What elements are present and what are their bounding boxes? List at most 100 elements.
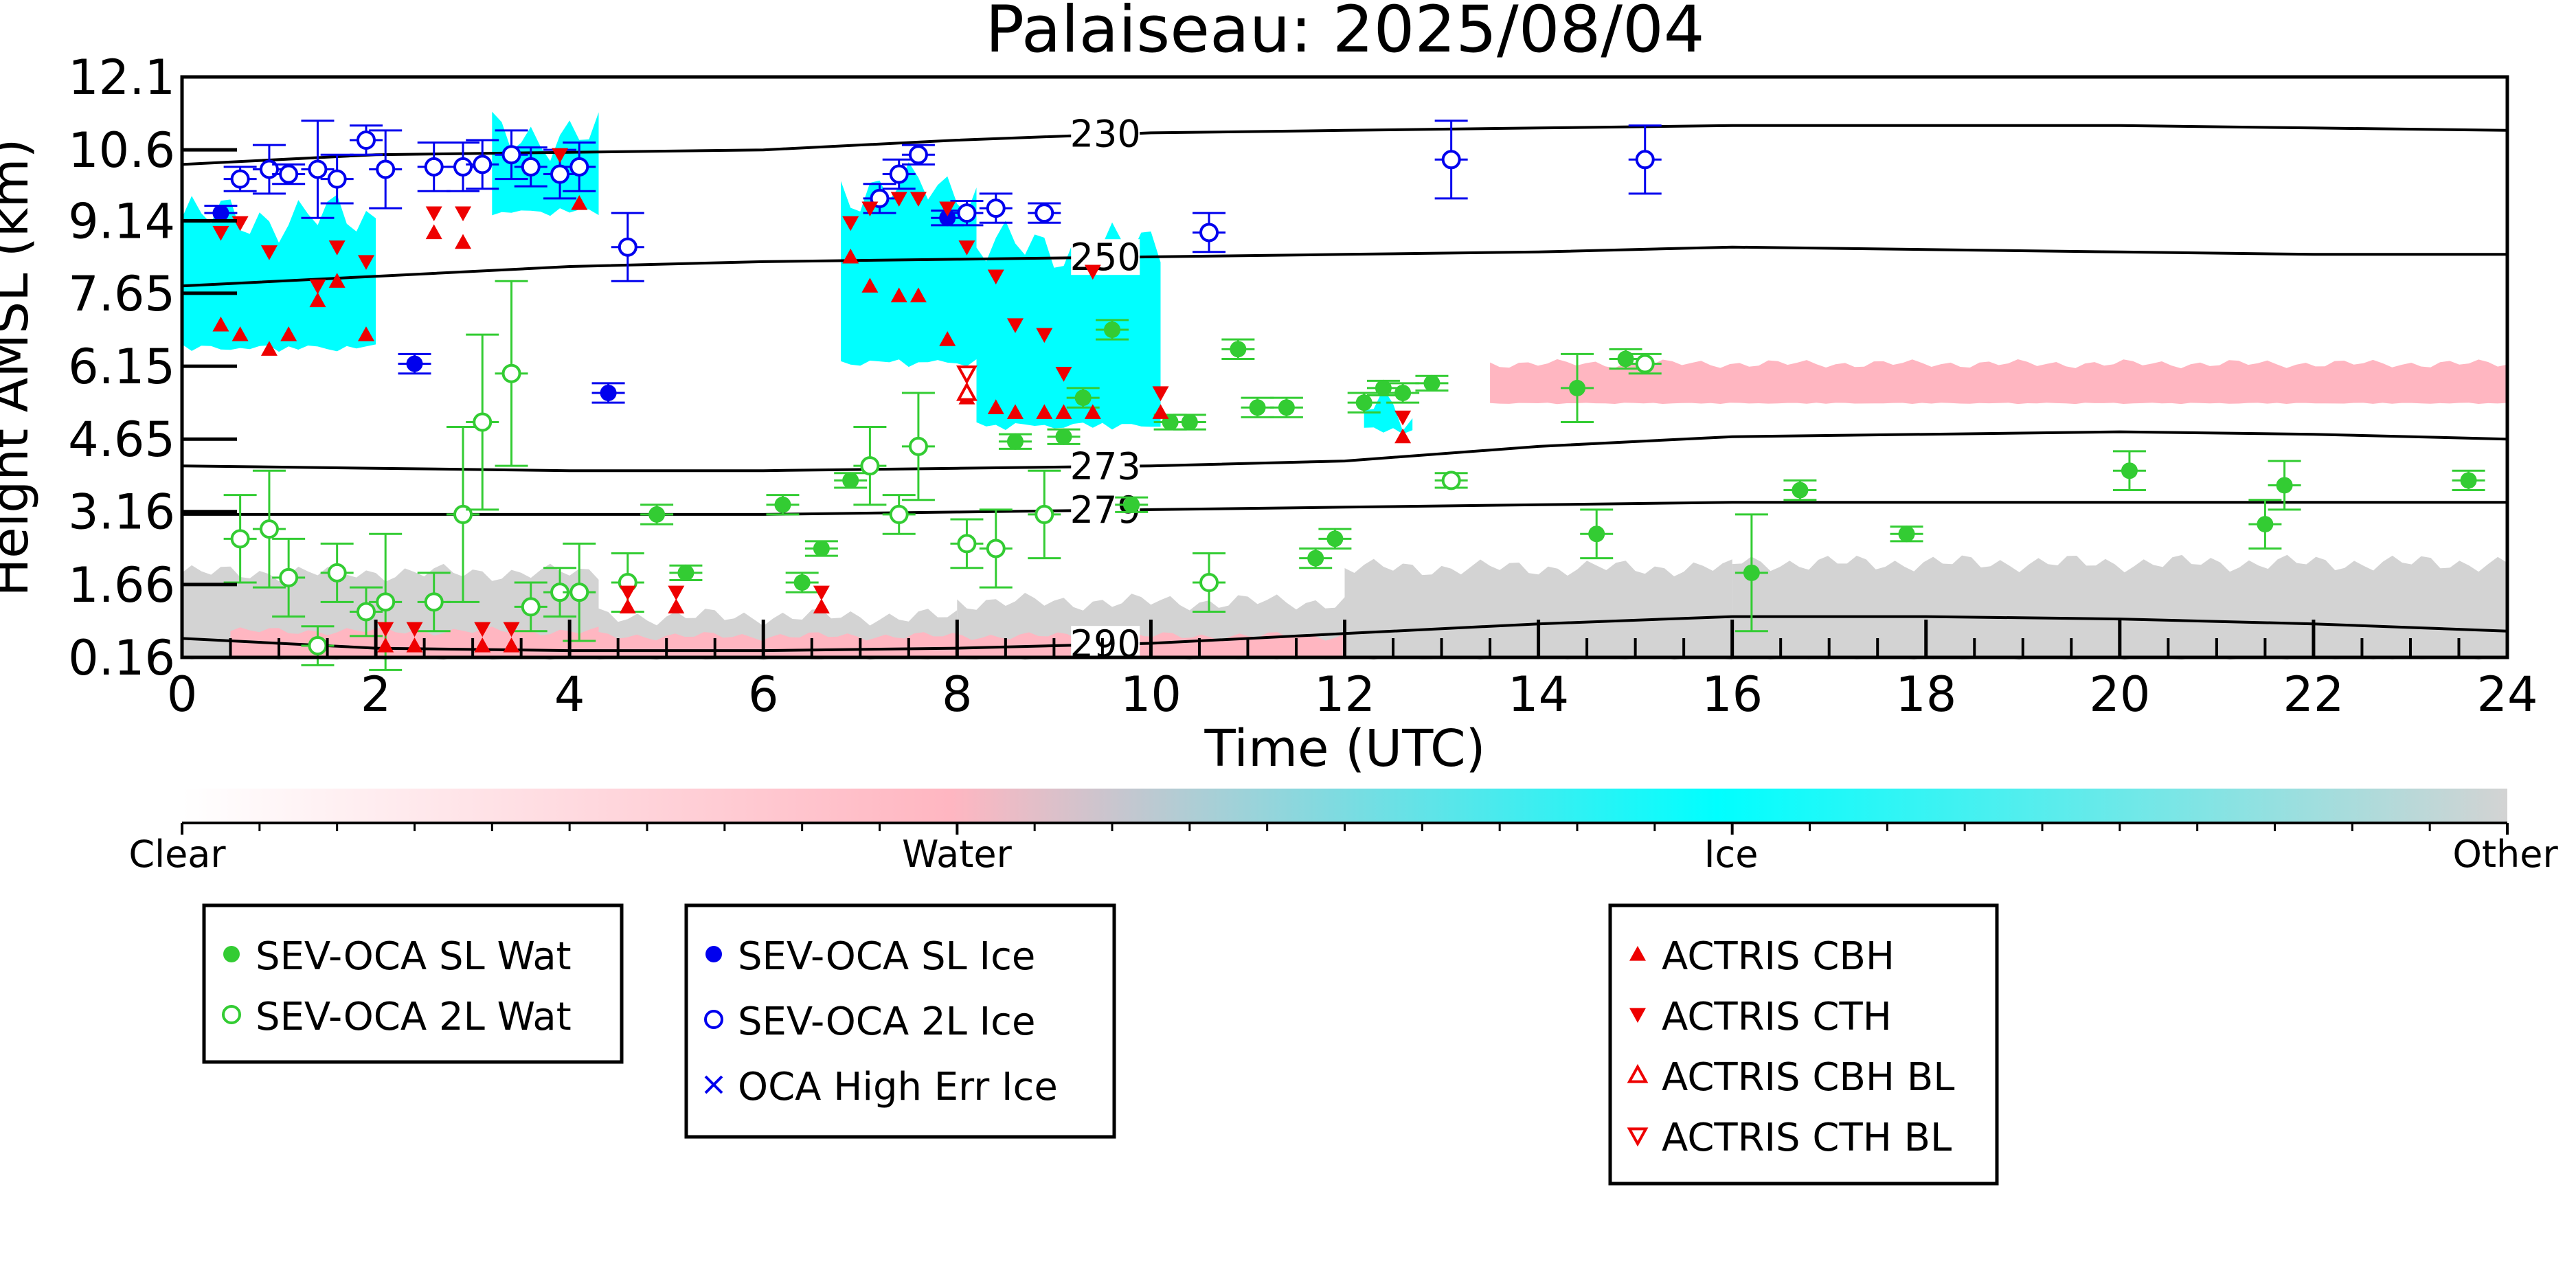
data-point (230, 169, 250, 189)
data-point (377, 637, 394, 653)
data-point (552, 148, 569, 163)
isotherm-label-bg (1071, 239, 1140, 275)
x-tick-label: 12 (1314, 666, 1375, 723)
isotherm-label-bg (1071, 115, 1140, 152)
legends: SEV-OCA SL Wat SEV-OCA 2L Wat SEV-OCA SL I… (202, 903, 1999, 1186)
data-point (957, 203, 977, 223)
data-point (1230, 341, 1247, 358)
data-point (1036, 404, 1053, 419)
data-point (1423, 374, 1440, 392)
water-region (1490, 359, 2507, 405)
data-point (1035, 504, 1054, 524)
data-point (890, 192, 907, 207)
data-point (813, 540, 830, 557)
series-actris-cth-bl (956, 365, 978, 385)
data-point (842, 248, 859, 264)
data-point (1084, 264, 1101, 280)
data-point (648, 506, 666, 523)
isotherm-line-230 (181, 124, 2508, 166)
data-point (889, 164, 909, 184)
data-point (327, 563, 347, 583)
data-point (501, 363, 521, 383)
legend-marker (1627, 1063, 1649, 1083)
data-point (521, 157, 541, 177)
legend-label: SEV-OCA SL Ice (738, 934, 1035, 979)
legend-marker (1627, 1127, 1649, 1147)
series-sev-oca-2l-ice (223, 120, 1662, 282)
colorbar-gradient (182, 789, 2507, 823)
data-point (356, 131, 376, 150)
legend-label: OCA High Err Ice (738, 1065, 1058, 1109)
x-tick-label: 14 (1508, 666, 1569, 723)
legend-marker (222, 1005, 241, 1024)
data-point (455, 234, 472, 249)
data-point (668, 598, 685, 613)
ice-region (492, 111, 599, 216)
legend-box-2: SEV-OCA SL Ice SEV-OCA 2L Ice OCA High Err… (684, 903, 1116, 1139)
data-point (328, 273, 346, 288)
colorbar-label-water: Water (902, 833, 1012, 876)
data-point (1635, 354, 1655, 374)
data-point (377, 622, 394, 637)
data-point (376, 592, 396, 612)
data-point (842, 216, 859, 231)
data-point (406, 355, 423, 372)
data-point (793, 574, 811, 591)
x-tick-label: 22 (2283, 666, 2344, 723)
data-point (889, 504, 909, 524)
data-point (259, 519, 279, 539)
data-point (1278, 399, 1295, 416)
legend-label: ACTRIS CTH (1662, 995, 1892, 1039)
data-point (956, 365, 978, 385)
data-point (473, 155, 493, 174)
data-point (569, 157, 589, 177)
data-point (550, 164, 570, 184)
data-point (986, 199, 1006, 218)
colorbar-label-other: Other (2452, 833, 2558, 876)
cloud-height-markers (204, 120, 2485, 671)
data-point (327, 169, 347, 189)
isotherm-label: 250 (1070, 236, 1141, 279)
data-point (356, 602, 376, 622)
data-point (453, 157, 473, 177)
ice-region (1364, 388, 1413, 434)
legend-marker (1629, 1008, 1646, 1023)
data-point (1055, 367, 1072, 382)
data-point (909, 287, 927, 303)
data-point (260, 341, 278, 356)
isotherm-line-279 (182, 501, 2507, 516)
data-point (1104, 321, 1120, 339)
data-point (1441, 471, 1461, 490)
x-axis-label: Time (UTC) (1204, 719, 1485, 778)
colorbar-ticks (181, 823, 2509, 835)
data-point (357, 326, 374, 341)
legend-label: SEV-OCA 2L Wat (256, 995, 572, 1039)
legend-frame (1608, 903, 1999, 1186)
data-point (474, 637, 491, 653)
legend-marker (705, 946, 722, 962)
data-point (376, 159, 396, 179)
axes: 0 2 4 6 8 10 12 14 16 18 20 22 240.161.663.164.656.1… (68, 49, 2538, 723)
data-point (890, 287, 907, 303)
series-sev-oca-2l-wat (223, 280, 1662, 671)
data-point (939, 201, 956, 217)
data-point (1441, 150, 1461, 170)
x-tick-label: 8 (942, 666, 973, 723)
legend-label: SEV-OCA SL Wat (256, 934, 572, 979)
data-point (842, 472, 859, 489)
data-point (279, 164, 299, 184)
data-point (1355, 394, 1372, 411)
data-point (357, 255, 374, 270)
x-tick-label: 20 (2089, 666, 2150, 723)
data-point (521, 597, 541, 617)
legend-frame (684, 903, 1116, 1139)
isotherm-label: 230 (1070, 112, 1141, 155)
data-point (861, 278, 879, 293)
data-point (308, 636, 328, 656)
data-point (619, 585, 636, 601)
data-point (957, 534, 977, 554)
data-point (813, 598, 830, 613)
y-tick-label: 0.16 (68, 630, 175, 686)
data-point (309, 279, 326, 295)
